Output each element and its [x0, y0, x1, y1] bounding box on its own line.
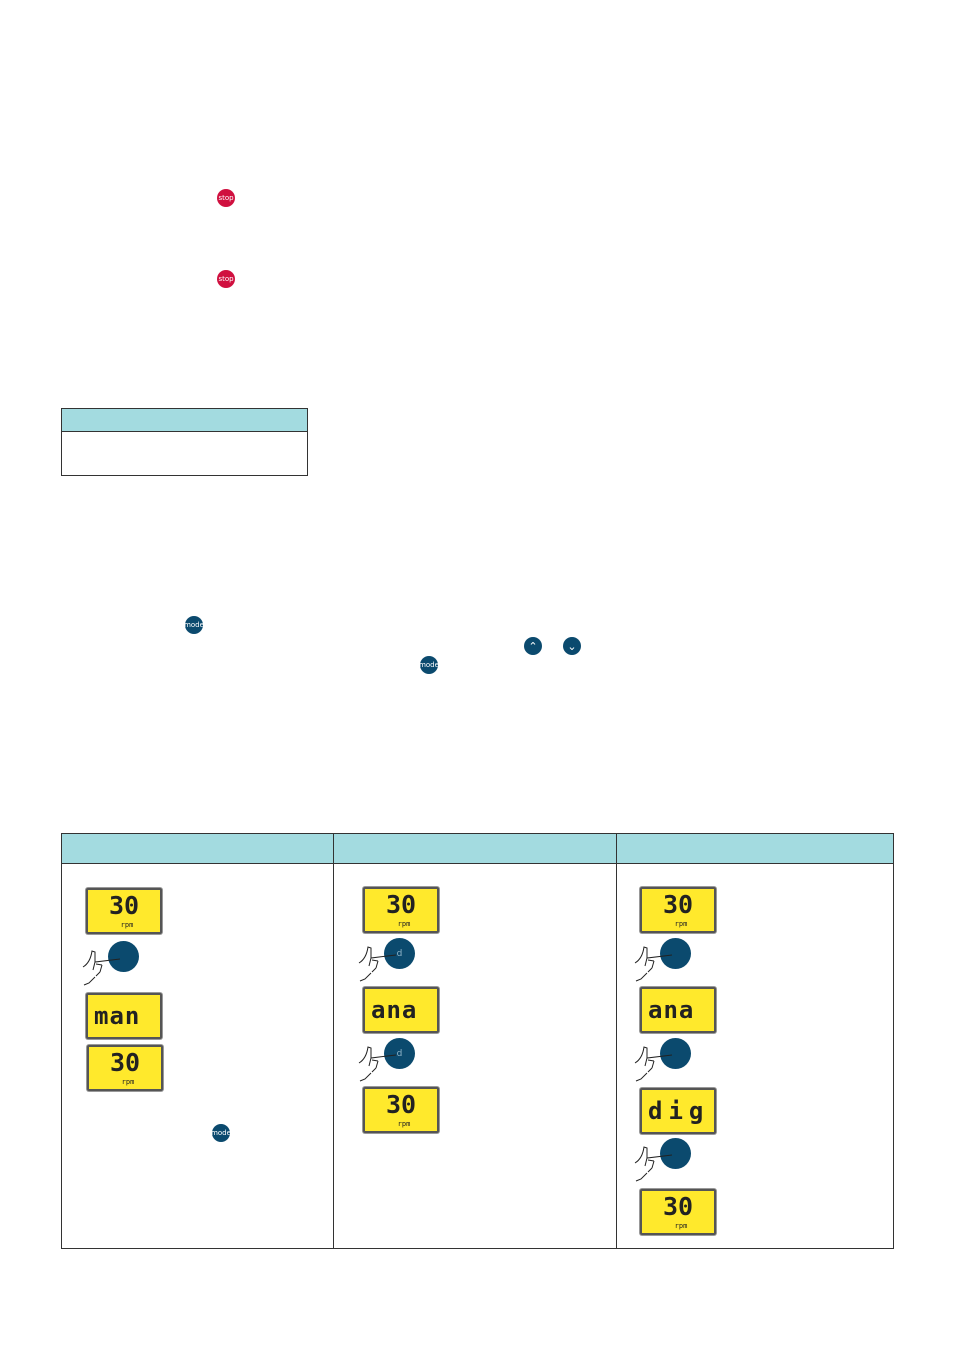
lcd-value: man [94, 1002, 141, 1030]
pointing-hand-icon [634, 1146, 673, 1182]
mode-label: mode [211, 1129, 231, 1137]
lcd-value: ana [648, 996, 695, 1024]
stop-button-icon: stop [217, 270, 235, 288]
pointing-hand-icon [358, 946, 397, 982]
lcd-unit: rpm [121, 1078, 135, 1086]
pointing-hand-icon [358, 1046, 397, 1082]
lcd-value: dig [648, 1097, 710, 1125]
stop-label: stop [218, 194, 234, 202]
press-button-icon [660, 1038, 691, 1069]
lcd-value: 30 [662, 890, 694, 919]
lcd-display: 30 rpm [363, 1087, 439, 1133]
mode-label: mode [184, 621, 204, 629]
lcd-display: ana [640, 987, 716, 1033]
lcd-value: 30 [385, 890, 417, 919]
stop-label: stop [218, 275, 234, 283]
mode-table [61, 833, 894, 1249]
note-box [61, 408, 308, 476]
lcd-value: 30 [385, 1090, 417, 1119]
table-header [62, 834, 893, 864]
lcd-value: 30 [662, 1192, 694, 1221]
pointing-hand-icon [82, 950, 121, 986]
press-button-icon [108, 941, 139, 972]
lcd-unit: rpm [397, 1120, 411, 1128]
column-divider [616, 834, 617, 1248]
lcd-display: 30 rpm [86, 888, 162, 934]
lcd-value: 30 [108, 891, 140, 920]
note-box-header [62, 409, 307, 432]
pointing-hand-icon [634, 946, 673, 982]
lcd-display: dig [640, 1088, 716, 1134]
mode-button-icon: mode [419, 656, 439, 674]
lcd-unit: rpm [397, 920, 411, 928]
column-divider [333, 834, 334, 1248]
lcd-display: man [86, 993, 162, 1039]
lcd-display: 30 rpm [363, 887, 439, 933]
lcd-value: ana [371, 996, 418, 1024]
mode-button-icon: mode [211, 1124, 231, 1142]
lcd-display: 30 rpm [87, 1045, 163, 1091]
d-label: d [396, 948, 403, 959]
lcd-value: 30 [109, 1048, 141, 1077]
mode-button-icon: mode [184, 616, 204, 634]
lcd-unit: rpm [120, 921, 134, 929]
up-arrow-icon: ⌃ [524, 637, 542, 655]
press-button-icon [660, 1138, 691, 1169]
d-button-icon: d [384, 1038, 415, 1069]
d-button-icon: d [384, 938, 415, 969]
stop-button-icon: stop [217, 189, 235, 207]
d-label: d [396, 1048, 403, 1059]
lcd-unit: rpm [674, 1222, 688, 1230]
press-button-icon [660, 938, 691, 969]
down-arrow-icon: ⌄ [563, 637, 581, 655]
lcd-unit: rpm [674, 920, 688, 928]
lcd-display: ana [363, 987, 439, 1033]
lcd-display: 30 rpm [640, 887, 716, 933]
pointing-hand-icon [634, 1046, 673, 1082]
lcd-display: 30 rpm [640, 1189, 716, 1235]
mode-label: mode [419, 661, 439, 669]
